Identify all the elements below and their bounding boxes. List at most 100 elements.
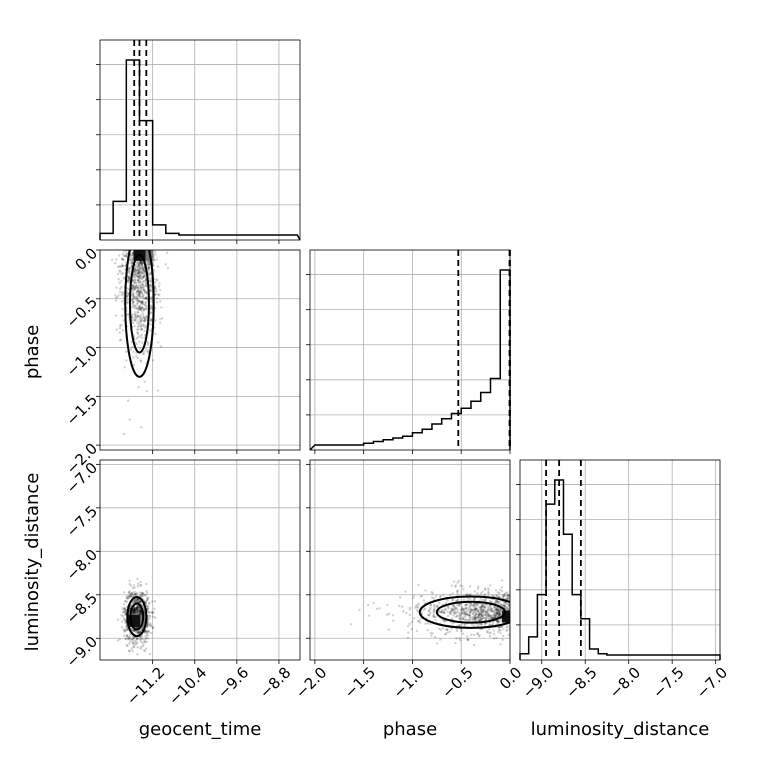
sample-point	[486, 607, 490, 610]
sample-point	[139, 261, 143, 264]
sample-point	[143, 288, 146, 292]
sample-point	[468, 609, 471, 613]
sample-point	[139, 280, 142, 283]
sample-point	[507, 596, 510, 600]
sample-point	[470, 609, 473, 613]
sample-point	[131, 284, 135, 287]
sample-point	[122, 591, 126, 594]
sample-point	[136, 577, 139, 581]
sample-point	[457, 611, 461, 614]
sample-point	[142, 296, 145, 300]
sample-point	[138, 315, 142, 319]
sample-point	[125, 359, 128, 362]
sample-point	[417, 583, 420, 587]
sample-point	[131, 252, 134, 255]
sample-point	[446, 599, 449, 602]
sample-point	[138, 284, 142, 288]
sample-point	[155, 292, 158, 296]
sample-point	[133, 611, 136, 614]
sample-point	[154, 332, 157, 336]
sample-point	[156, 265, 160, 268]
sample-point	[480, 612, 483, 616]
sample-point	[127, 596, 131, 599]
sample-point	[507, 607, 510, 611]
sample-point	[472, 602, 476, 605]
sample-point	[134, 612, 138, 616]
sample-point	[134, 264, 137, 267]
sample-point	[461, 610, 464, 613]
sample-point	[139, 274, 142, 277]
sample-point	[123, 613, 127, 616]
sample-point	[145, 626, 149, 629]
sample-point	[137, 386, 140, 389]
sample-point	[455, 614, 458, 618]
sample-point	[141, 300, 144, 303]
sample-point	[462, 613, 465, 616]
sample-point	[117, 294, 120, 297]
sample-point	[133, 598, 136, 602]
sample-point	[135, 637, 139, 641]
sample-point	[496, 619, 500, 623]
sample-point	[131, 299, 134, 302]
sample-point	[146, 607, 149, 611]
sample-point	[120, 257, 124, 260]
sample-point	[459, 612, 463, 615]
sample-point	[133, 296, 136, 299]
sample-point	[146, 597, 149, 600]
sample-point	[143, 324, 146, 327]
sample-point	[132, 295, 135, 299]
sample-point	[126, 635, 129, 638]
sample-point	[138, 308, 142, 311]
sample-point	[499, 629, 502, 632]
sample-point	[469, 608, 472, 611]
sample-point	[125, 628, 129, 631]
sample-point	[480, 606, 483, 609]
sample-point	[490, 607, 493, 611]
sample-point	[128, 649, 131, 653]
sample-point	[491, 616, 494, 620]
sample-point	[461, 617, 464, 621]
sample-point	[478, 612, 482, 615]
sample-point	[150, 610, 153, 614]
sample-point	[134, 272, 138, 275]
sample-point	[134, 268, 138, 272]
sample-point	[464, 607, 467, 611]
sample-point	[137, 306, 141, 310]
sample-point	[499, 631, 502, 635]
y-tick-label: −8.5	[63, 589, 101, 627]
sample-point	[429, 631, 432, 635]
sample-point	[417, 619, 420, 623]
sample-point	[480, 598, 484, 602]
sample-point	[142, 270, 146, 273]
sample-point	[496, 607, 499, 610]
sample-point	[139, 320, 142, 323]
sample-point	[143, 319, 146, 322]
sample-point	[488, 623, 491, 626]
sample-point	[474, 618, 477, 622]
sample-point	[457, 579, 460, 583]
sample-point	[485, 617, 488, 621]
sample-point	[128, 590, 131, 593]
scatter-panel-luminosity_distance-vs-phase: −2.0 −1.5 −1.0 −0.5 0.0	[292, 459, 526, 702]
sample-point	[468, 611, 472, 614]
sample-point	[132, 305, 136, 308]
sample-point	[484, 613, 487, 616]
sample-point	[135, 626, 139, 629]
sample-point	[114, 299, 118, 302]
sample-point	[448, 630, 452, 633]
sample-point	[491, 617, 494, 620]
sample-point	[140, 292, 144, 295]
sample-point	[131, 261, 134, 264]
contour-inner	[435, 600, 507, 624]
sample-point	[488, 584, 492, 587]
sample-point	[138, 277, 142, 280]
sample-point	[121, 258, 125, 262]
sample-point	[494, 607, 497, 611]
sample-point	[139, 594, 143, 598]
sample-point	[400, 605, 404, 608]
sample-point	[492, 610, 495, 613]
sample-point	[483, 587, 487, 590]
sample-point	[142, 286, 145, 290]
sample-point	[473, 590, 476, 593]
sample-point	[146, 606, 150, 609]
